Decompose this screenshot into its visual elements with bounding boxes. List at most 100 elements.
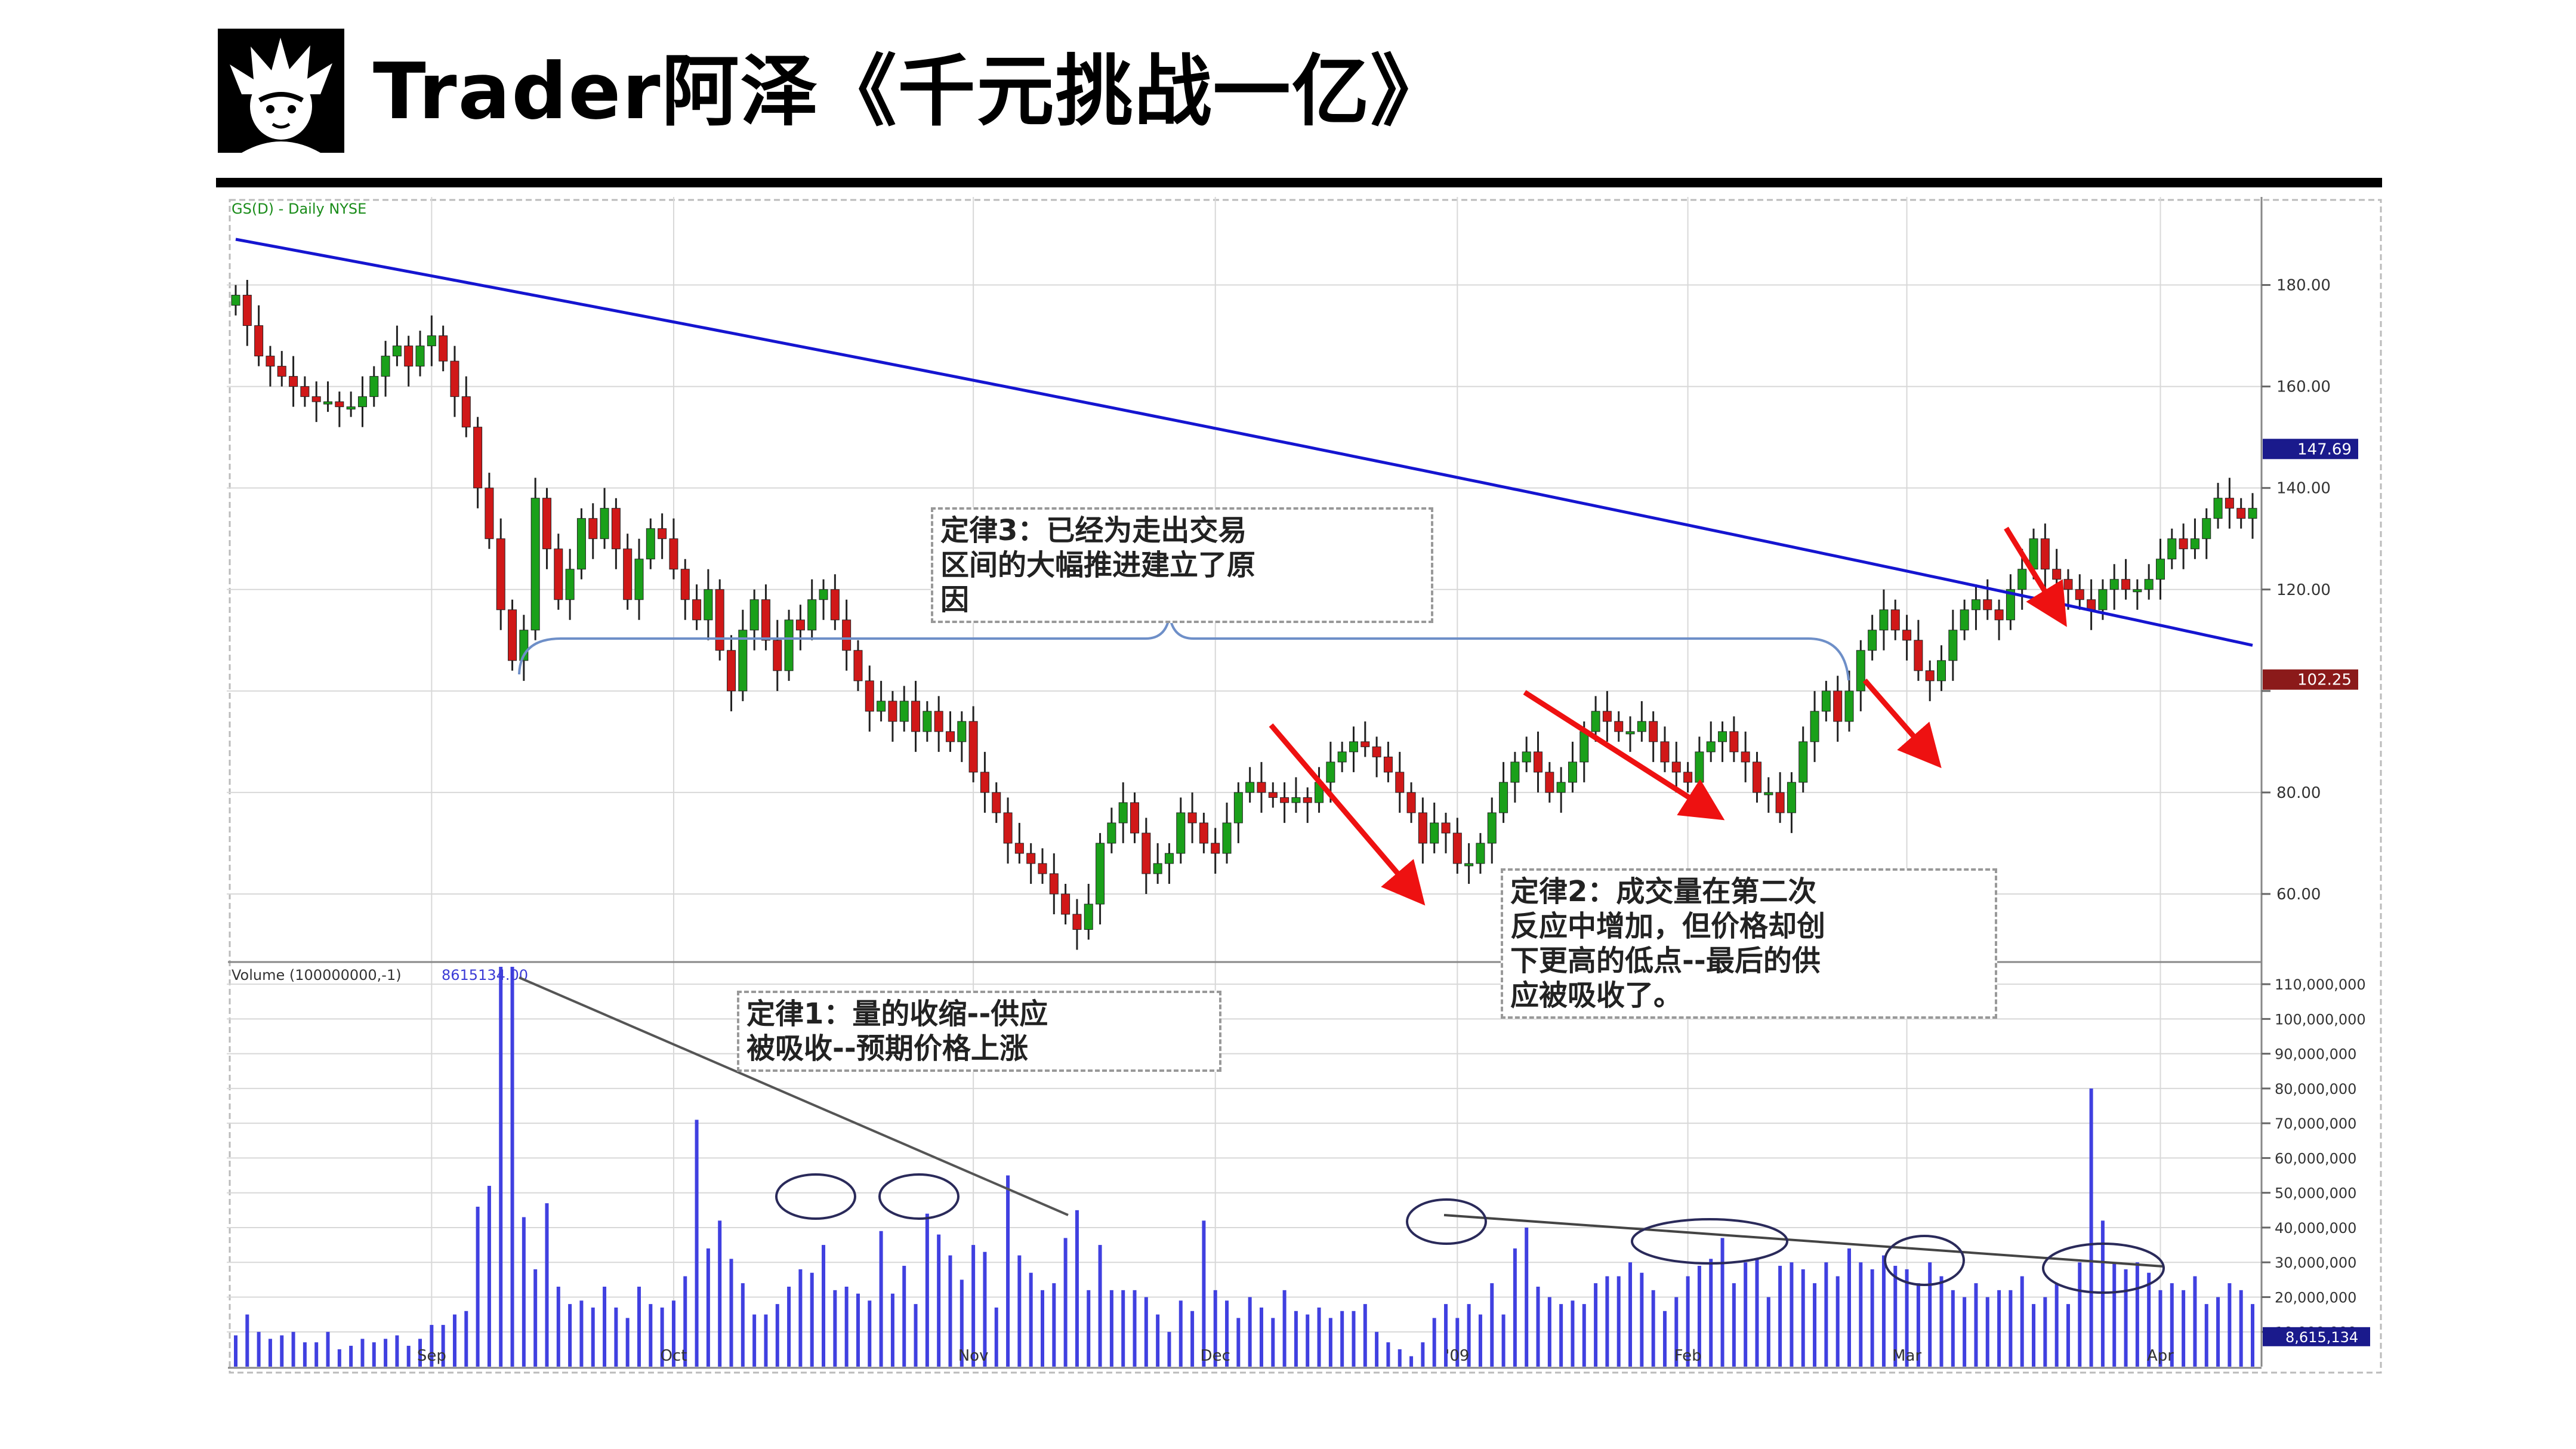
red-arrow [1523, 690, 1725, 821]
volume-bar [1813, 1283, 1817, 1367]
volume-bar [2054, 1283, 2059, 1367]
volume-circle [1884, 1235, 1965, 1286]
volume-bar [1340, 1311, 1344, 1367]
volume-tick-label: 40,000,000 [2275, 1220, 2356, 1237]
red-arrow [2004, 526, 2067, 627]
volume-bar [1098, 1245, 1102, 1367]
volume-bar [1755, 1259, 1759, 1367]
volume-bar [1801, 1269, 1805, 1367]
volume-bar [2066, 1304, 2070, 1367]
volume-bar [1248, 1297, 1252, 1367]
volume-bar [1455, 1318, 1460, 1367]
candle-body [381, 356, 390, 377]
candle-body [1534, 751, 1543, 773]
x-tick-label: Apr [2147, 1347, 2174, 1365]
candle-body [1764, 792, 1773, 796]
candle-body [646, 528, 655, 560]
volume-bar [1306, 1314, 1310, 1367]
volume-bar [1213, 1290, 1217, 1367]
volume-circle [2042, 1243, 2165, 1294]
volume-bar [1328, 1318, 1332, 1367]
candle-body [749, 599, 759, 631]
volume-bar [660, 1307, 664, 1367]
candle-body [1130, 802, 1140, 834]
volume-bar [1133, 1290, 1137, 1367]
stock-chart: 60.00 80.00 120.00 140.00 160.00 180.00 147.69… [227, 197, 2387, 1374]
volume-bar [1928, 1262, 1932, 1367]
volume-bar [695, 1120, 699, 1367]
candle-body [1487, 812, 1497, 844]
volume-trendline-1 [519, 976, 1069, 1216]
volume-bar [1052, 1283, 1056, 1367]
candle-body [795, 619, 805, 631]
volume-bar [1501, 1314, 1506, 1367]
volume-tick-label: 70,000,000 [2275, 1115, 2356, 1132]
volume-bar [372, 1342, 376, 1367]
candle-body [1556, 782, 1566, 793]
volume-bar [1271, 1318, 1275, 1367]
candle-body [1337, 751, 1347, 763]
volume-bar [303, 1342, 307, 1367]
volume-bar [649, 1304, 653, 1367]
candle-body [2179, 538, 2188, 550]
x-tick-label: Oct [660, 1347, 687, 1365]
x-tick-label: Nov [958, 1347, 989, 1365]
volume-bar [637, 1287, 641, 1367]
candle-body [1084, 904, 1093, 930]
candle-body [923, 711, 932, 732]
trader-logo-icon [218, 29, 344, 153]
volume-bar [360, 1339, 365, 1367]
candle-body [658, 528, 667, 539]
volume-bar [1109, 1290, 1113, 1367]
volume-bar [879, 1231, 883, 1367]
volume-bar [1824, 1262, 1828, 1367]
candle-body [1960, 609, 1969, 631]
candle-body [761, 599, 770, 641]
volume-bar [395, 1335, 399, 1367]
candle-body [1948, 630, 1958, 661]
candle-body [542, 498, 551, 550]
volume-bar [1616, 1276, 1621, 1367]
symbol-label: GS(D) - Daily NYSE [232, 201, 366, 217]
candle-body [1591, 711, 1600, 732]
candle-body [1994, 609, 2004, 621]
volume-bar [2170, 1283, 2174, 1367]
volume-bar [1662, 1311, 1667, 1367]
candle-body [2017, 569, 2027, 590]
candle-body [888, 701, 897, 722]
candle-body [1890, 609, 1900, 631]
candle-body [980, 772, 989, 793]
candle-body [1833, 690, 1843, 722]
volume-bar [499, 967, 503, 1367]
volume-bar [1790, 1262, 1794, 1367]
volume-bar [729, 1259, 733, 1367]
volume-bar [671, 1300, 675, 1367]
volume-bar [1893, 1266, 1898, 1367]
volume-bar [2182, 1290, 2186, 1367]
candle-body [2087, 599, 2096, 611]
candle-body [1902, 630, 1912, 641]
volume-bar [1686, 1276, 1690, 1367]
candle-body [623, 548, 633, 600]
volume-tick-label: 30,000,000 [2275, 1254, 2356, 1271]
candle-body [2006, 589, 2015, 621]
volume-marker [2263, 1327, 2370, 1346]
candle-body [2098, 589, 2108, 611]
volume-bar [787, 1287, 791, 1367]
candle-body [1118, 802, 1128, 824]
price-tick-label: 140.00 [2276, 480, 2331, 498]
volume-bar [487, 1186, 491, 1367]
candle-body [1649, 721, 1658, 742]
volume-peak-label: 8615134.00 [442, 967, 528, 984]
candle-body [392, 346, 402, 357]
candle-body [2052, 569, 2062, 580]
volume-bar [2112, 1262, 2117, 1367]
candle-body [335, 401, 344, 408]
candle-body [1925, 670, 1935, 682]
volume-bar [430, 1325, 434, 1367]
volume-bar [1294, 1311, 1298, 1367]
candle-body [2121, 579, 2131, 590]
candle-body [1049, 873, 1059, 895]
volume-circle [1631, 1218, 1788, 1265]
volume-bar [1847, 1248, 1851, 1367]
